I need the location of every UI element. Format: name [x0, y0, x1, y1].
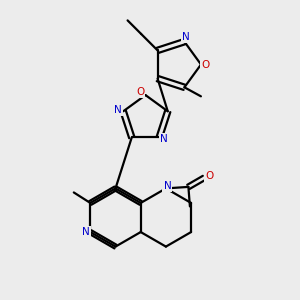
Text: N: N	[82, 227, 90, 237]
Text: N: N	[114, 105, 122, 115]
Text: N: N	[164, 181, 171, 191]
Text: O: O	[201, 59, 210, 70]
Text: N: N	[160, 134, 168, 144]
Text: O: O	[136, 87, 144, 97]
Text: N: N	[182, 32, 190, 42]
Text: O: O	[205, 171, 214, 182]
